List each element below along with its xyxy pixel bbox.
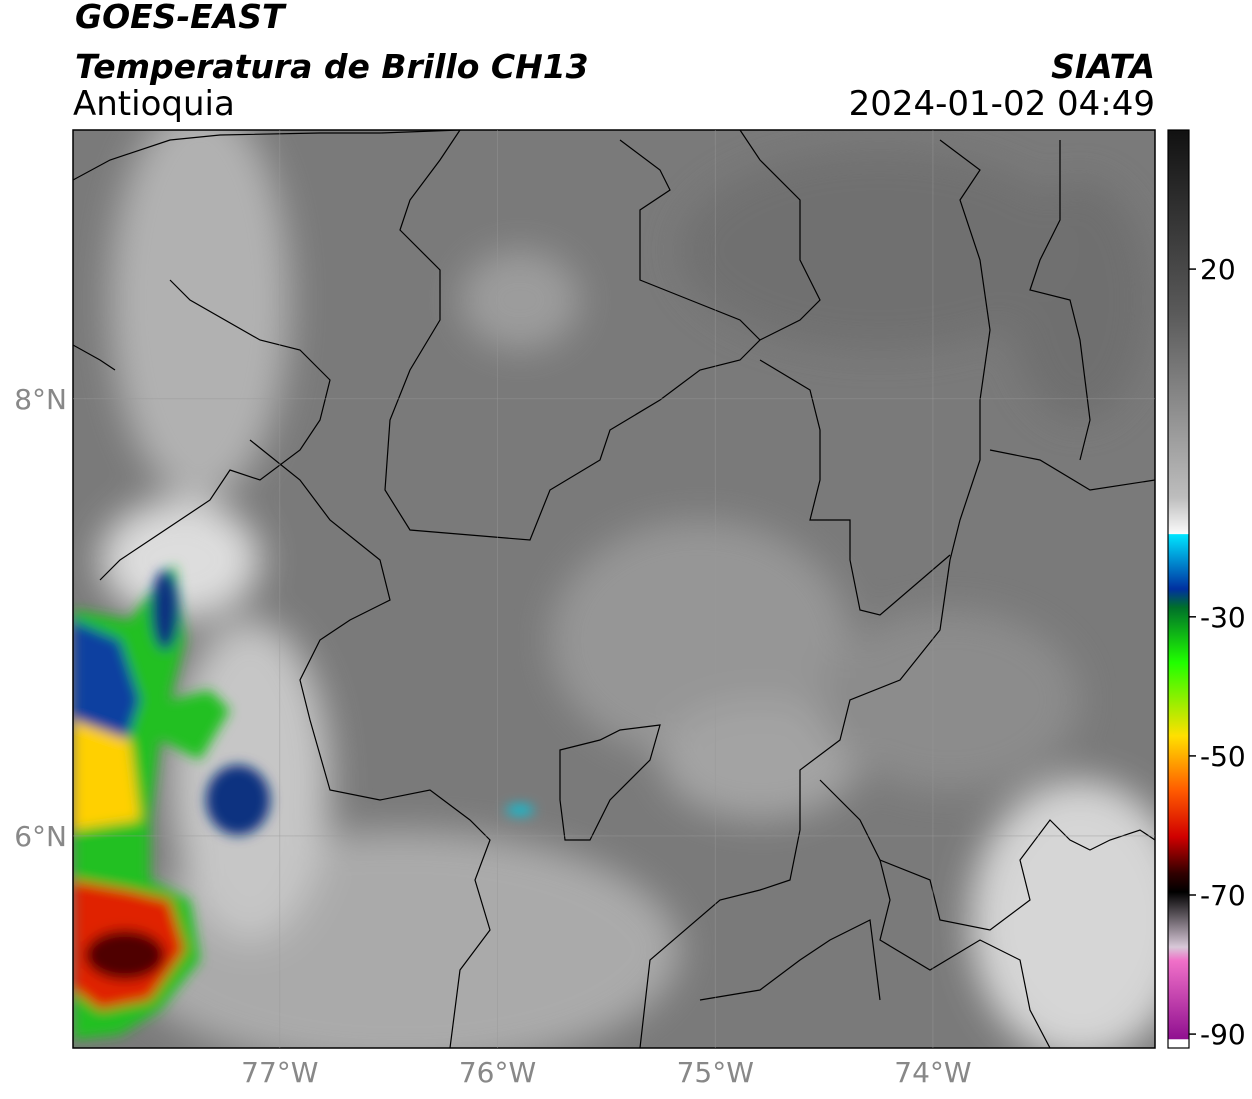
colorbar [1167,129,1190,1049]
colorbar-tick-label: 20 [1200,253,1236,286]
colorbar-tick-label: -90 [1200,1018,1246,1051]
colorbar-tick-label: -70 [1200,879,1246,912]
borders [73,130,1155,1048]
lon-tick-label: 77°W [241,1056,318,1089]
datetime-title: 2024-01-02 04:49 [849,84,1155,124]
lat-tick-label: 6°N [14,820,67,853]
lat-tick-label: 8°N [14,383,67,416]
lon-tick-label: 76°W [459,1056,536,1089]
map-frame [72,129,1156,1049]
lon-tick-label: 75°W [677,1056,754,1089]
satellite-image [73,130,1155,1048]
lon-tick-label: 74°W [894,1056,971,1089]
source-title: SIATA [1051,47,1155,86]
region-title: Antioquia [73,84,235,124]
colorbar-tick-label: -30 [1200,601,1246,634]
colorbar-tick-label: -50 [1200,740,1246,773]
satellite-title: GOES-EAST [75,0,287,36]
cold-cloud-tops [73,565,534,1040]
product-title: Temperatura de Brillo CH13 [75,47,589,86]
